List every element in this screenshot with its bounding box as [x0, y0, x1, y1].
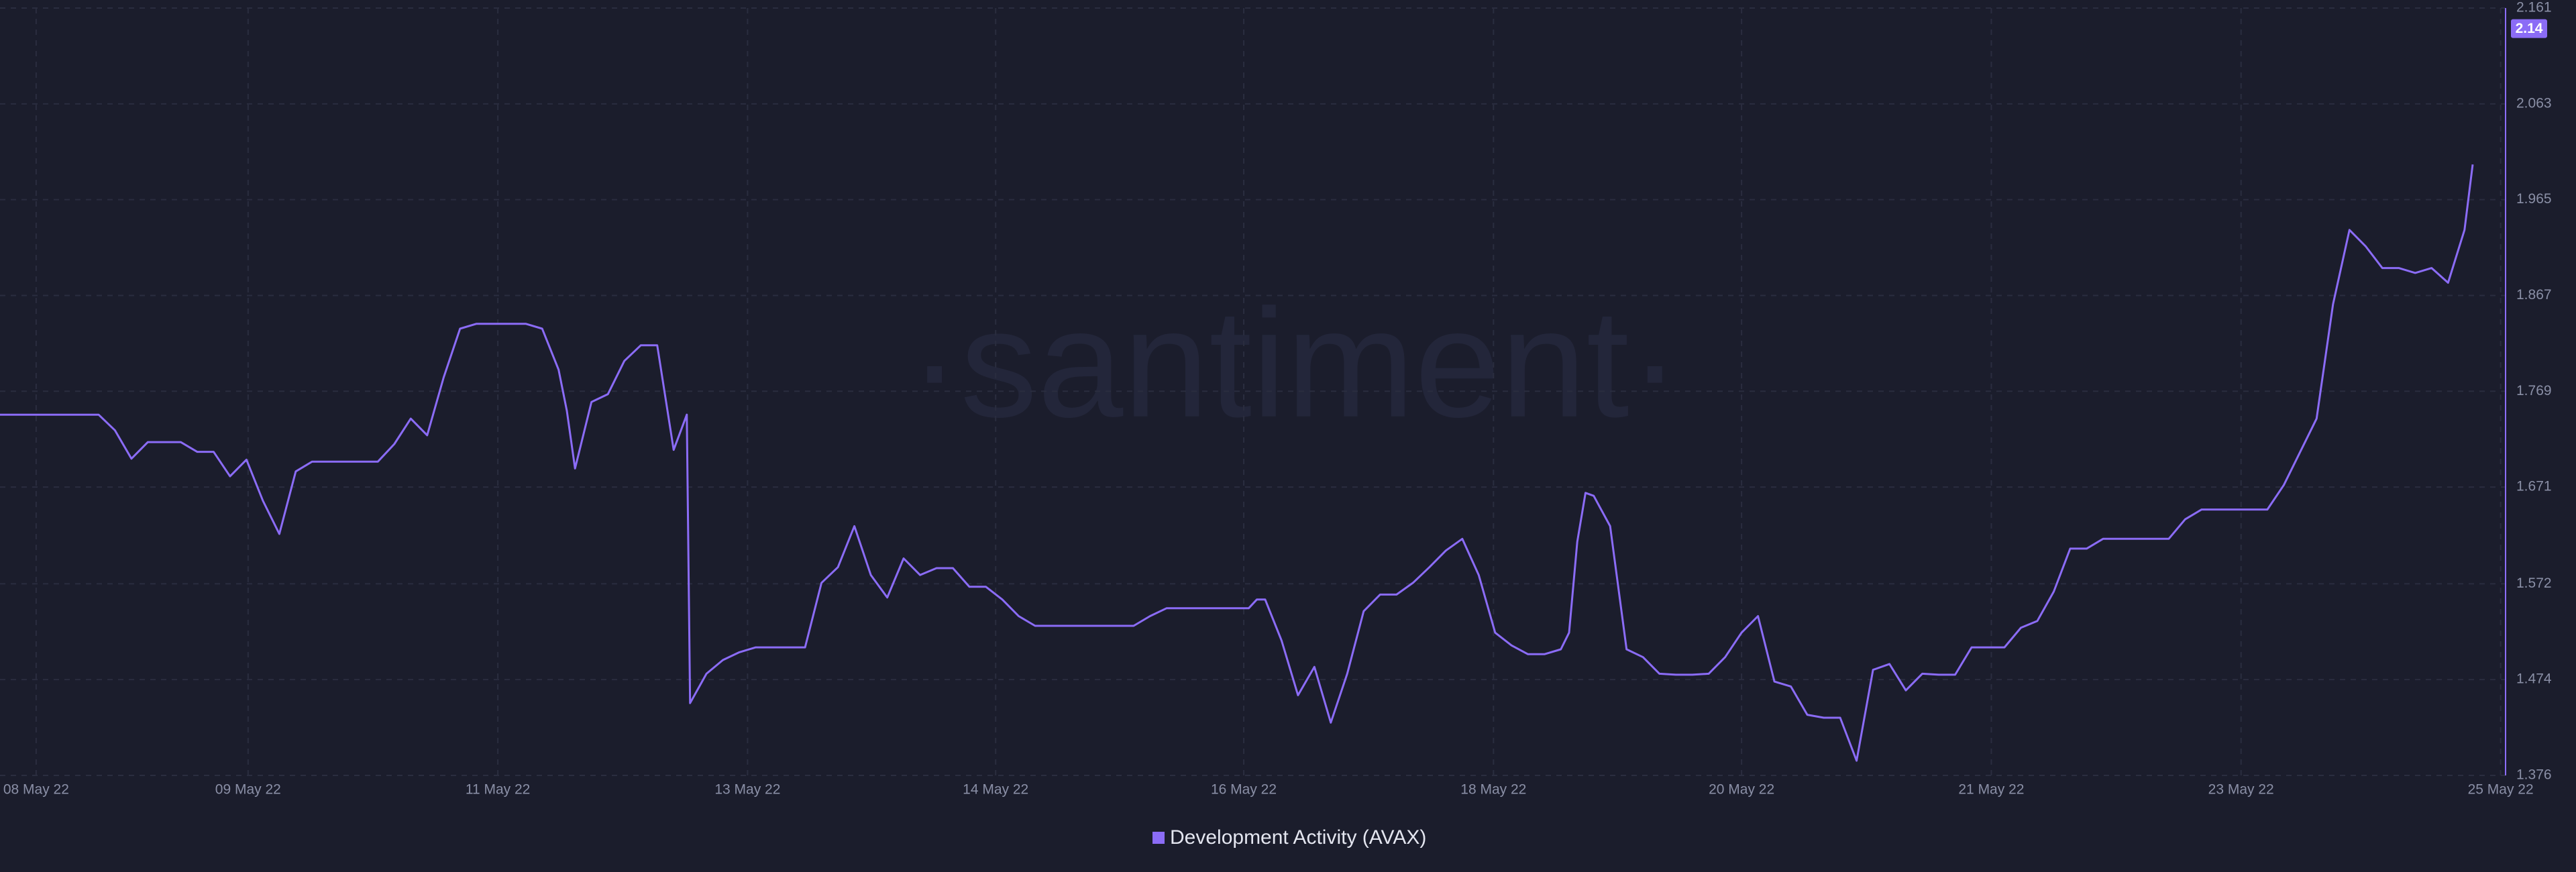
- x-tick-label: 18 May 22: [1460, 782, 1526, 798]
- current-value-label: 2.14: [2516, 21, 2543, 36]
- data-line: [0, 164, 2474, 762]
- x-tick-label: 09 May 22: [215, 782, 281, 798]
- y-tick-label: 1.376: [2516, 767, 2552, 783]
- y-tick-label: 1.965: [2516, 191, 2552, 207]
- x-tick-label: 20 May 22: [1709, 782, 1774, 798]
- y-tick-label: 1.769: [2516, 383, 2552, 398]
- watermark: ·santiment·: [909, 277, 1680, 449]
- x-tick-label: 11 May 22: [466, 782, 531, 798]
- y-tick-label: 2.161: [2516, 0, 2552, 15]
- y-tick-label: 2.063: [2516, 95, 2552, 111]
- legend: Development Activity (AVAX): [1152, 826, 1426, 849]
- y-tick-label: 1.867: [2516, 287, 2552, 303]
- current-value-badge: [2511, 19, 2547, 38]
- legend-swatch: [1152, 832, 1165, 844]
- x-tick-label: 16 May 22: [1211, 782, 1277, 798]
- x-tick-label: 14 May 22: [963, 782, 1028, 798]
- x-tick-label: 21 May 22: [1958, 782, 2024, 798]
- x-tick-label: 23 May 22: [2208, 782, 2274, 798]
- x-tick-label: 13 May 22: [714, 782, 780, 798]
- y-tick-label: 1.572: [2516, 576, 2552, 591]
- y-tick-label: 1.474: [2516, 671, 2552, 687]
- x-tick-label: 25 May 22: [2468, 782, 2534, 798]
- legend-label: Development Activity (AVAX): [1170, 826, 1426, 849]
- x-tick-label: 08 May 22: [3, 782, 69, 798]
- y-tick-label: 1.671: [2516, 479, 2552, 494]
